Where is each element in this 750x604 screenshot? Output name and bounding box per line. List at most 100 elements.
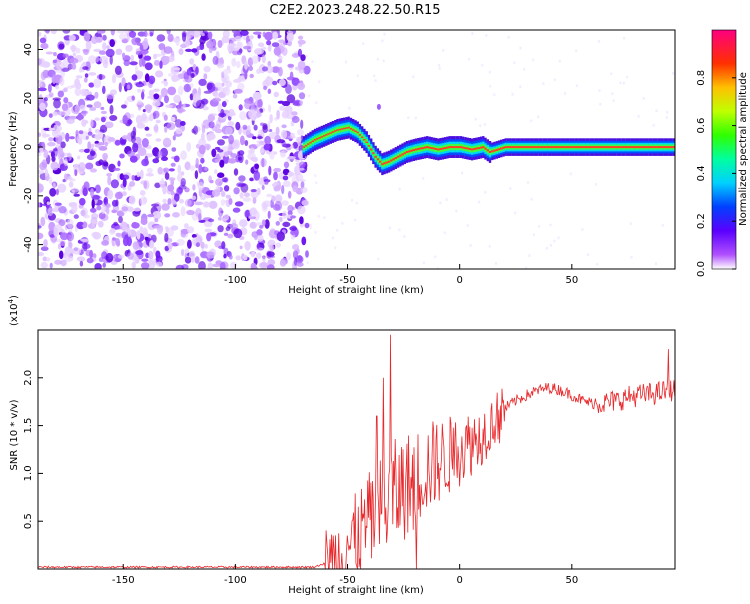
heatmap-cell bbox=[198, 144, 206, 155]
heatmap-cell bbox=[271, 42, 280, 48]
heatmap-cell bbox=[131, 174, 136, 181]
heatmap-cell bbox=[309, 226, 313, 230]
heatmap-cell bbox=[256, 229, 263, 236]
heatmap-cell bbox=[267, 46, 272, 52]
heatmap-cell bbox=[455, 209, 458, 213]
ridge-cell bbox=[363, 139, 366, 141]
heatmap-cell bbox=[244, 70, 248, 80]
heatmap-cell bbox=[110, 179, 119, 189]
heatmap-cell bbox=[167, 184, 175, 192]
heatmap-cell bbox=[376, 103, 381, 110]
ridge-cell bbox=[479, 146, 483, 149]
spectrogram-frame bbox=[37, 29, 676, 270]
heatmap-cell bbox=[252, 91, 262, 101]
heatmap-cell bbox=[147, 95, 154, 99]
heatmap-cell bbox=[239, 192, 244, 199]
heatmap-cell bbox=[281, 47, 288, 56]
heatmap-cell bbox=[557, 236, 560, 240]
heatmap-cell bbox=[275, 242, 281, 248]
heatmap-cell bbox=[129, 155, 138, 163]
heatmap-cell bbox=[194, 170, 199, 180]
ridge-cell bbox=[302, 146, 306, 148]
heatmap-cell bbox=[275, 221, 280, 226]
heatmap-cell bbox=[242, 254, 248, 261]
heatmap-cell bbox=[461, 171, 464, 175]
heatmap-cell bbox=[422, 261, 426, 265]
heatmap-cell bbox=[94, 91, 99, 99]
heatmap-cell bbox=[80, 209, 86, 217]
heatmap-cell bbox=[249, 35, 254, 40]
heatmap-cell bbox=[179, 198, 184, 204]
heatmap-cell bbox=[301, 200, 309, 206]
heatmap-cell bbox=[248, 215, 252, 219]
heatmap-cell bbox=[251, 55, 259, 64]
ridge-cell bbox=[376, 158, 380, 161]
heatmap-cell bbox=[39, 37, 47, 44]
heatmap-cell bbox=[82, 110, 89, 115]
ridge-cell bbox=[313, 139, 317, 141]
heatmap-cell bbox=[57, 90, 64, 98]
ridge-cell bbox=[571, 146, 575, 149]
heatmap-cell bbox=[596, 262, 599, 266]
heatmap-cell bbox=[153, 225, 162, 229]
heatmap-cell bbox=[93, 48, 102, 53]
heatmap-cell bbox=[143, 37, 148, 45]
heatmap-cell bbox=[173, 94, 181, 104]
heatmap-cell bbox=[445, 198, 448, 202]
heatmap-cell bbox=[38, 87, 47, 92]
heatmap-cell bbox=[130, 113, 134, 119]
heatmap-cell bbox=[296, 262, 304, 267]
heatmap-cell bbox=[58, 219, 66, 227]
ridge-cell bbox=[423, 146, 427, 149]
heatmap-cell bbox=[250, 251, 256, 258]
heatmap-cell bbox=[122, 178, 127, 188]
ridge-cell bbox=[598, 146, 602, 149]
heatmap-cell bbox=[297, 205, 306, 215]
heatmap-cell bbox=[60, 232, 69, 241]
heatmap-cell bbox=[99, 55, 109, 63]
heatmap-cell bbox=[74, 87, 82, 97]
heatmap-cell bbox=[175, 128, 183, 135]
heatmap-cell bbox=[79, 260, 84, 267]
ridge-cell bbox=[448, 146, 451, 149]
y-tick-label: 20 bbox=[23, 92, 34, 105]
heatmap-cell bbox=[267, 88, 272, 95]
heatmap-cell bbox=[311, 60, 314, 64]
heatmap-cell bbox=[142, 227, 148, 237]
snr-panel: -150 -100 -50 0 50 0.5 1.0 1.5 2.0 Height of st… bbox=[7, 295, 676, 596]
heatmap-cell bbox=[112, 237, 117, 241]
heatmap-cell bbox=[266, 40, 272, 46]
heatmap-cell bbox=[94, 263, 102, 269]
heatmap-cell bbox=[233, 228, 243, 239]
ridge-cell bbox=[435, 148, 438, 150]
heatmap-cell bbox=[267, 121, 271, 132]
ridge-cell bbox=[331, 131, 335, 133]
heatmap-cell bbox=[575, 84, 579, 88]
heatmap-cell bbox=[93, 101, 102, 109]
heatmap-cell bbox=[266, 264, 275, 269]
heatmap-cell bbox=[45, 257, 51, 262]
heatmap-cell bbox=[150, 261, 158, 266]
heatmap-cell bbox=[376, 57, 379, 61]
heatmap-cell bbox=[211, 189, 221, 197]
heatmap-cell bbox=[203, 73, 208, 80]
heatmap-cell bbox=[48, 113, 53, 118]
heatmap-cell bbox=[294, 172, 299, 176]
heatmap-cell bbox=[253, 124, 258, 131]
heatmap-cell bbox=[225, 194, 231, 199]
heatmap-cell bbox=[139, 44, 144, 51]
ridge-cell bbox=[607, 146, 611, 149]
ridge-cell bbox=[556, 146, 559, 149]
heatmap-cell bbox=[282, 221, 291, 227]
heatmap-cell bbox=[91, 231, 100, 238]
heatmap-cell bbox=[157, 166, 163, 175]
heatmap-cell bbox=[164, 95, 169, 104]
heatmap-cell bbox=[60, 141, 66, 149]
ridge-cell bbox=[374, 155, 377, 158]
heatmap-cell bbox=[223, 68, 232, 74]
ridge-cell bbox=[661, 146, 664, 149]
heatmap-cell bbox=[219, 159, 225, 168]
ridge-cell bbox=[603, 146, 606, 149]
heatmap-cell bbox=[652, 123, 655, 127]
heatmap-cell bbox=[488, 70, 491, 74]
